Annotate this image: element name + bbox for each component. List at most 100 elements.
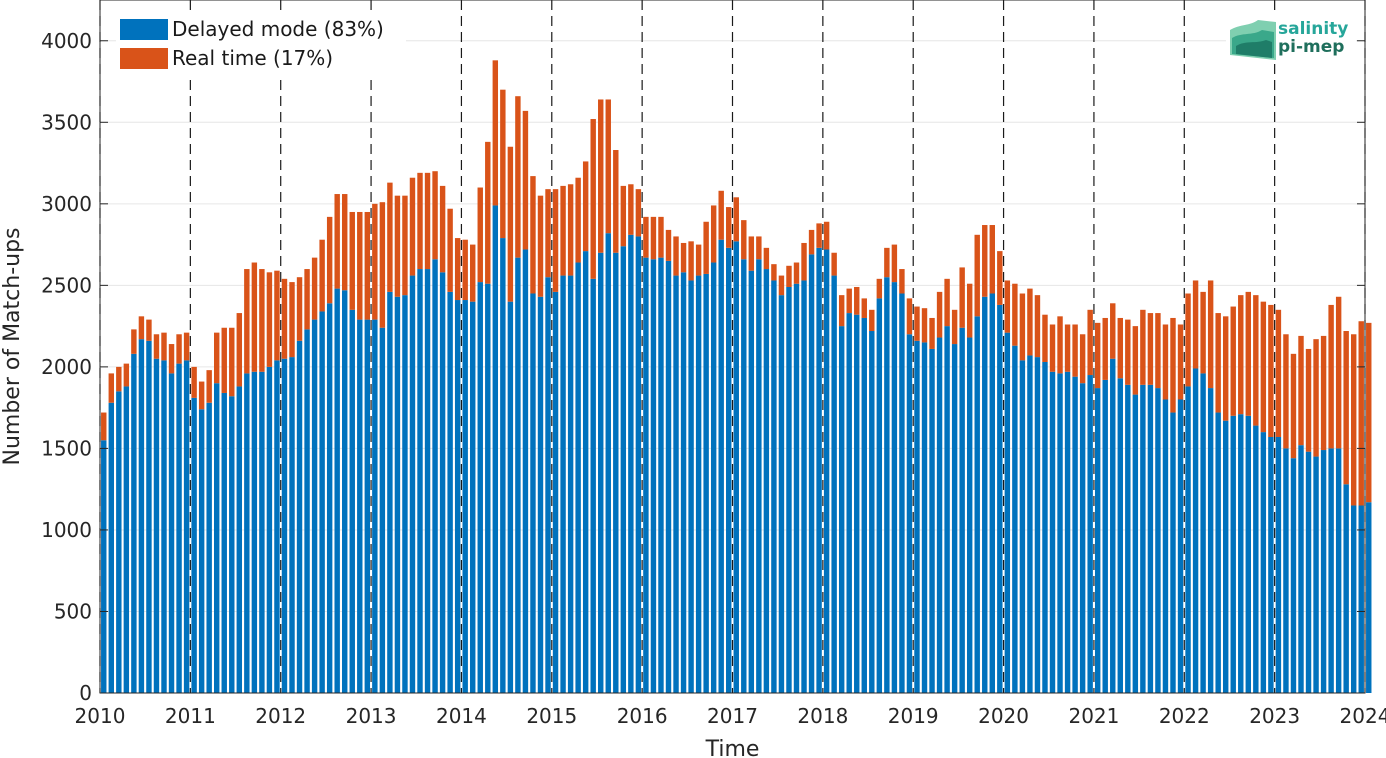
bar-realtime	[1042, 314, 1048, 362]
bar-realtime	[1283, 334, 1289, 449]
bar-delayed	[1072, 376, 1078, 693]
x-tick-label: 2012	[255, 704, 306, 728]
bar-realtime	[793, 262, 800, 284]
bar-realtime	[296, 277, 303, 341]
bar-realtime	[1192, 280, 1199, 369]
bar-delayed	[838, 326, 845, 693]
bar-realtime	[846, 288, 852, 314]
bar-delayed	[1034, 357, 1041, 693]
bar-realtime	[688, 241, 694, 281]
bar-delayed	[688, 280, 694, 693]
bar-realtime	[470, 244, 476, 302]
bar-delayed	[951, 344, 958, 693]
bar-realtime	[244, 269, 250, 374]
bar-delayed	[507, 301, 514, 693]
bar-realtime	[289, 282, 295, 358]
y-tick-label: 0	[79, 681, 92, 705]
bar-realtime	[884, 247, 890, 278]
bar-realtime	[1117, 317, 1123, 379]
bar-delayed	[1147, 384, 1154, 693]
bar-delayed	[477, 282, 483, 693]
bar-realtime	[1305, 348, 1312, 452]
bar-delayed	[402, 295, 408, 693]
bar-delayed	[545, 277, 551, 693]
y-tick-label: 3000	[41, 192, 92, 216]
bar-delayed	[394, 296, 401, 693]
bar-realtime	[590, 119, 596, 279]
bar-delayed	[1290, 458, 1297, 693]
bar-realtime	[786, 265, 792, 287]
legend-swatch-delayed	[120, 19, 168, 40]
bar-realtime	[131, 329, 137, 354]
bar-delayed	[1260, 432, 1267, 693]
bar-realtime	[1034, 295, 1041, 358]
bar-delayed	[1358, 505, 1364, 693]
y-tick-label: 500	[54, 599, 92, 623]
bar-delayed	[884, 277, 890, 693]
bar-delayed	[1275, 437, 1282, 693]
bar-delayed	[982, 296, 988, 693]
bar-delayed	[1019, 360, 1026, 693]
bar-realtime	[1079, 334, 1086, 384]
legend: Delayed mode (83%) Real time (17%)	[116, 14, 406, 74]
bar-realtime	[311, 257, 318, 320]
bar-realtime	[1320, 335, 1327, 451]
bar-delayed	[552, 291, 559, 693]
bar-realtime	[582, 161, 589, 252]
bar-realtime	[914, 306, 920, 341]
bar-series	[101, 60, 1372, 694]
bar-delayed	[439, 272, 446, 693]
x-tick-label: 2013	[346, 704, 397, 728]
bar-realtime	[342, 194, 348, 291]
bar-delayed	[914, 340, 920, 693]
bar-realtime	[560, 185, 566, 276]
bar-delayed	[326, 303, 333, 693]
bar-delayed	[1253, 425, 1259, 693]
x-tick-label: 2015	[526, 704, 577, 728]
bar-realtime	[1275, 309, 1282, 437]
bar-realtime	[1140, 309, 1146, 385]
bar-delayed	[1140, 384, 1146, 693]
bar-delayed	[161, 360, 167, 693]
bar-delayed	[613, 252, 619, 694]
bar-realtime	[236, 313, 243, 387]
bar-realtime	[567, 184, 574, 276]
bar-realtime	[214, 332, 220, 384]
bar-realtime	[1027, 288, 1033, 356]
bar-realtime	[605, 99, 611, 234]
bar-realtime	[304, 269, 310, 330]
bar-realtime	[191, 366, 197, 398]
y-axis-title: Number of Match-ups	[0, 227, 25, 465]
bar-delayed	[522, 249, 529, 694]
x-tick-label: 2010	[75, 704, 126, 728]
legend-swatch-realtime	[120, 48, 168, 69]
bar-realtime	[1049, 324, 1056, 372]
bar-realtime	[695, 244, 702, 276]
bar-realtime	[966, 283, 973, 338]
bar-realtime	[552, 189, 559, 292]
bar-realtime	[266, 272, 273, 367]
bar-delayed	[259, 371, 265, 693]
bar-realtime	[1350, 334, 1357, 506]
bar-delayed	[304, 329, 310, 693]
bar-delayed	[778, 295, 785, 693]
bar-delayed	[432, 259, 438, 693]
bar-realtime	[1328, 304, 1334, 449]
bar-delayed	[974, 316, 980, 693]
bar-realtime	[1200, 291, 1206, 374]
x-tick-label: 2019	[888, 704, 939, 728]
bar-delayed	[665, 260, 672, 693]
bar-delayed	[101, 440, 107, 693]
bar-delayed	[1366, 502, 1372, 693]
bar-realtime	[703, 221, 709, 274]
bar-delayed	[718, 239, 724, 693]
bar-delayed	[198, 409, 205, 693]
bar-realtime	[929, 317, 935, 349]
bar-delayed	[191, 397, 197, 693]
bar-realtime	[823, 221, 830, 250]
bar-realtime	[982, 225, 988, 297]
bar-realtime	[251, 262, 258, 372]
x-tick-label: 2011	[165, 704, 216, 728]
bar-delayed	[266, 366, 273, 693]
bar-realtime	[1019, 293, 1026, 361]
